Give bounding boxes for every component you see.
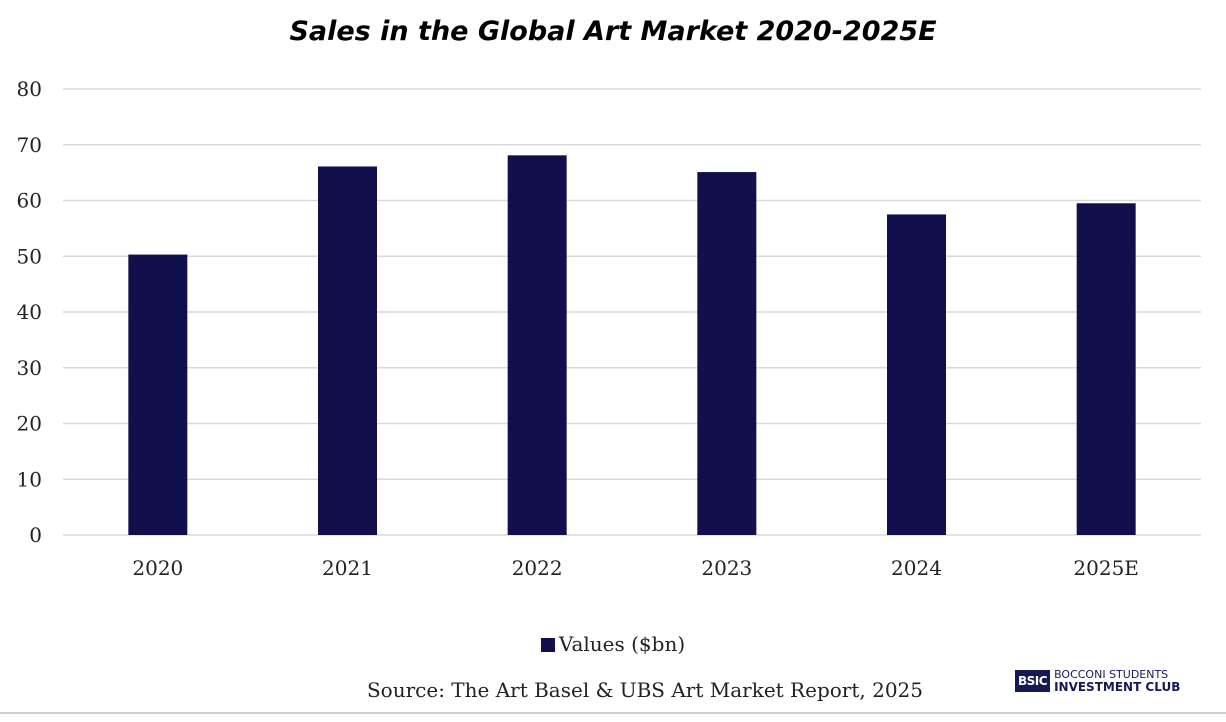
x-tick-label: 2025E xyxy=(1073,556,1139,580)
chart-title: Sales in the Global Art Market 2020-2025… xyxy=(289,16,937,47)
bar-2024 xyxy=(887,214,946,535)
y-tick-label: 0 xyxy=(29,523,42,547)
legend: Values ($bn) xyxy=(0,632,1226,656)
bar-2023 xyxy=(697,172,757,535)
bar-2021 xyxy=(318,166,377,535)
x-tick-label: 2020 xyxy=(132,556,183,580)
bar-2020 xyxy=(128,254,188,535)
logo-line2: INVESTMENT CLUB xyxy=(1054,680,1181,694)
logo-abbr: BSIC xyxy=(1015,670,1051,692)
x-tick-label: 2022 xyxy=(512,556,563,580)
y-tick-label: 10 xyxy=(17,467,42,491)
y-tick-label: 70 xyxy=(17,133,42,157)
y-tick-label: 40 xyxy=(17,300,42,324)
bar-2022 xyxy=(507,155,567,535)
y-tick-label: 50 xyxy=(17,244,42,268)
bar-chart: 0 10 20 30 40 50 60 70 80 2020 2021 2022 2023 2024 202… xyxy=(17,77,1201,580)
x-tick-label: 2021 xyxy=(322,556,373,580)
legend-label: Values ($bn) xyxy=(558,632,686,656)
x-tick-label: 2023 xyxy=(701,556,752,580)
bottom-rule xyxy=(0,712,1226,714)
bsic-logo: BSIC BOCCONI STUDENTS INVESTMENT CLUB xyxy=(1015,668,1180,694)
legend-swatch xyxy=(540,638,555,652)
y-tick-label: 60 xyxy=(17,189,42,213)
logo-line1: BOCCONI STUDENTS xyxy=(1054,668,1169,681)
source-note: Source: The Art Basel & UBS Art Market R… xyxy=(366,678,924,702)
y-tick-label: 80 xyxy=(17,77,42,101)
y-tick-label: 30 xyxy=(17,356,42,380)
x-tick-label: 2024 xyxy=(891,556,942,580)
y-tick-label: 20 xyxy=(17,412,42,436)
logo-words: BOCCONI STUDENTS INVESTMENT CLUB xyxy=(1054,668,1181,694)
bar-2025E xyxy=(1076,203,1136,535)
